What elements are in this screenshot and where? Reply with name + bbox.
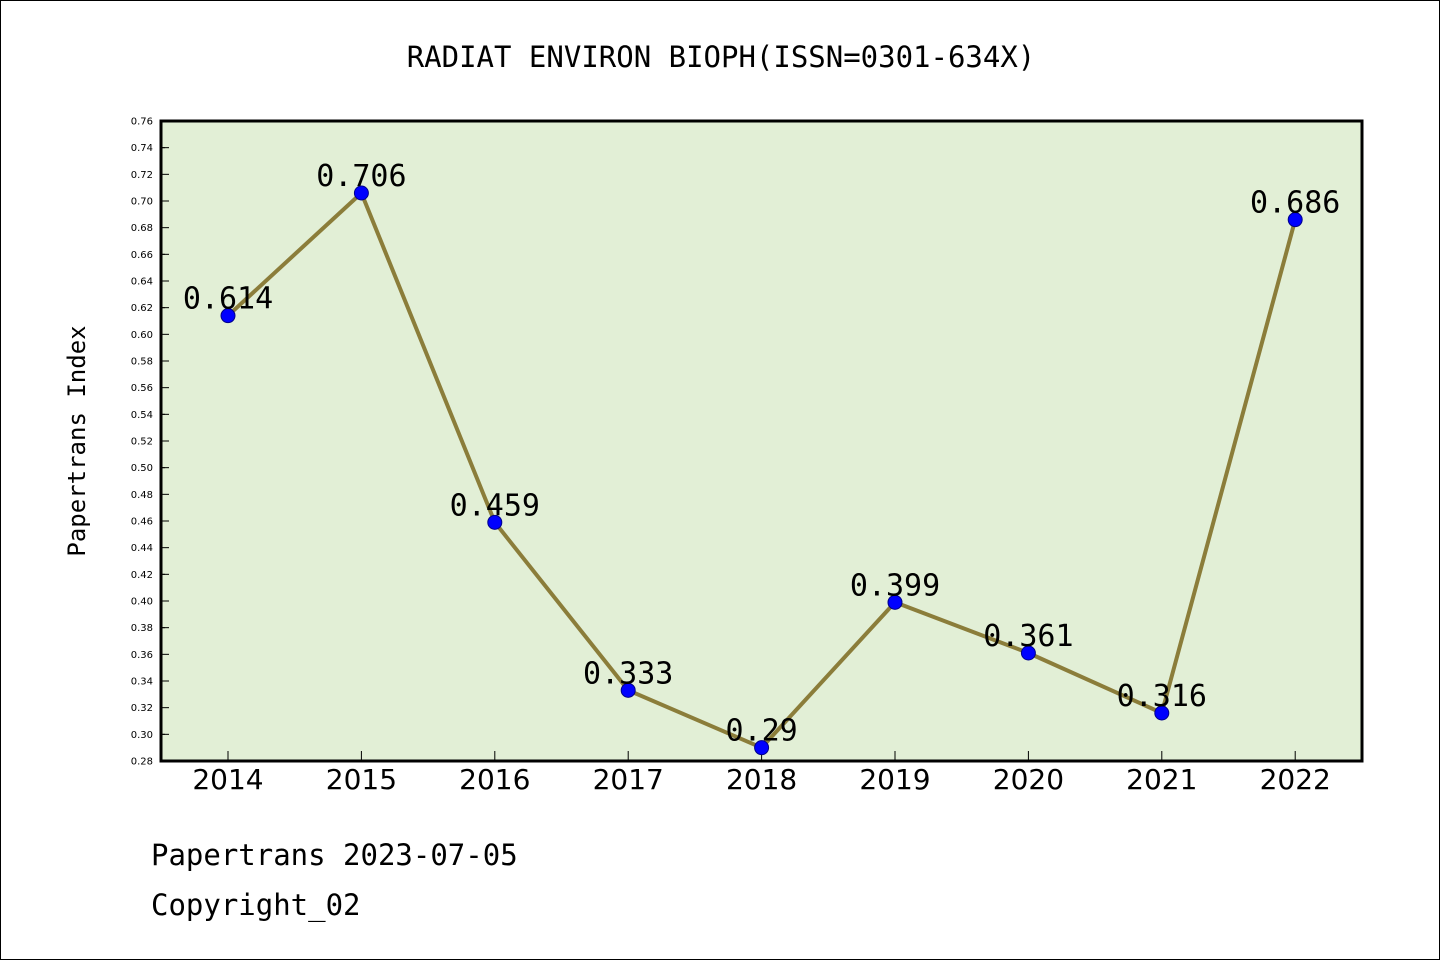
y-tick-label: 0.54 <box>131 410 153 421</box>
footer-date: Papertrans 2023-07-05 <box>151 838 518 872</box>
y-tick-label: 0.38 <box>131 623 153 634</box>
y-tick-label: 0.32 <box>131 703 153 714</box>
data-labels: 0.614 0.706 0.459 0.333 0.29 0.399 0.361 0.316 0… <box>183 159 1341 749</box>
data-label: 0.29 <box>725 714 797 749</box>
y-tick-label: 0.52 <box>131 437 153 448</box>
x-tick-label: 2020 <box>993 763 1064 796</box>
x-tick-label: 2017 <box>593 763 664 796</box>
data-point <box>353 185 369 201</box>
data-label: 0.316 <box>1117 679 1207 714</box>
y-tick-label: 0.48 <box>131 490 153 501</box>
chart-title: RADIAT ENVIRON BIOPH(ISSN=0301-634X) <box>407 40 1036 74</box>
data-label: 0.459 <box>450 488 540 523</box>
data-point <box>887 594 903 610</box>
y-tick-label: 0.42 <box>131 570 153 581</box>
footer-copyright: Copyright_02 <box>151 888 361 923</box>
x-tick-label: 2014 <box>192 763 263 796</box>
y-tick-label: 0.34 <box>131 677 153 688</box>
y-tick-label: 0.36 <box>131 650 153 661</box>
y-tick-label: 0.68 <box>131 223 153 234</box>
y-axis: 0.28 0.30 0.32 0.34 0.36 0.38 0.40 0.42 0.44 0.46… <box>131 117 169 768</box>
y-tick-label: 0.72 <box>131 170 153 181</box>
x-tick-label: 2022 <box>1260 763 1331 796</box>
data-label: 0.333 <box>583 656 673 691</box>
y-tick-label: 0.28 <box>131 757 153 768</box>
data-point <box>1287 212 1303 228</box>
data-point <box>1154 705 1170 721</box>
data-label: 0.614 <box>183 282 273 317</box>
y-tick-label: 0.50 <box>131 463 153 474</box>
data-point <box>220 308 236 324</box>
data-point <box>754 740 770 756</box>
data-label: 0.686 <box>1250 186 1340 221</box>
y-tick-label: 0.56 <box>131 383 153 394</box>
x-axis: 2014 2015 2016 2017 2018 2019 2020 2021 2022 <box>192 751 1331 796</box>
y-tick-label: 0.30 <box>131 730 153 741</box>
data-label: 0.361 <box>983 619 1073 654</box>
data-point <box>487 514 503 530</box>
x-tick-label: 2021 <box>1126 763 1197 796</box>
y-tick-label: 0.60 <box>131 330 153 341</box>
data-point <box>620 682 636 698</box>
y-tick-label: 0.64 <box>131 277 153 288</box>
x-tick-label: 2015 <box>326 763 397 796</box>
plot-area <box>159 119 1364 763</box>
x-tick-label: 2018 <box>726 763 797 796</box>
y-axis-label: Papertrans Index <box>63 325 91 556</box>
y-tick-label: 0.58 <box>131 357 153 368</box>
y-tick-label: 0.46 <box>131 517 153 528</box>
y-tick-label: 0.44 <box>131 543 153 554</box>
y-tick-label: 0.70 <box>131 197 153 208</box>
y-tick-label: 0.76 <box>131 117 153 128</box>
data-label: 0.399 <box>850 568 940 603</box>
data-label: 0.706 <box>316 159 406 194</box>
y-tick-label: 0.62 <box>131 303 153 314</box>
x-tick-label: 2019 <box>859 763 930 796</box>
data-points <box>220 185 1303 756</box>
y-tick-label: 0.66 <box>131 250 153 261</box>
x-tick-label: 2016 <box>459 763 530 796</box>
y-tick-label: 0.74 <box>131 143 153 154</box>
y-tick-label: 0.40 <box>131 597 153 608</box>
data-point <box>1020 645 1036 661</box>
